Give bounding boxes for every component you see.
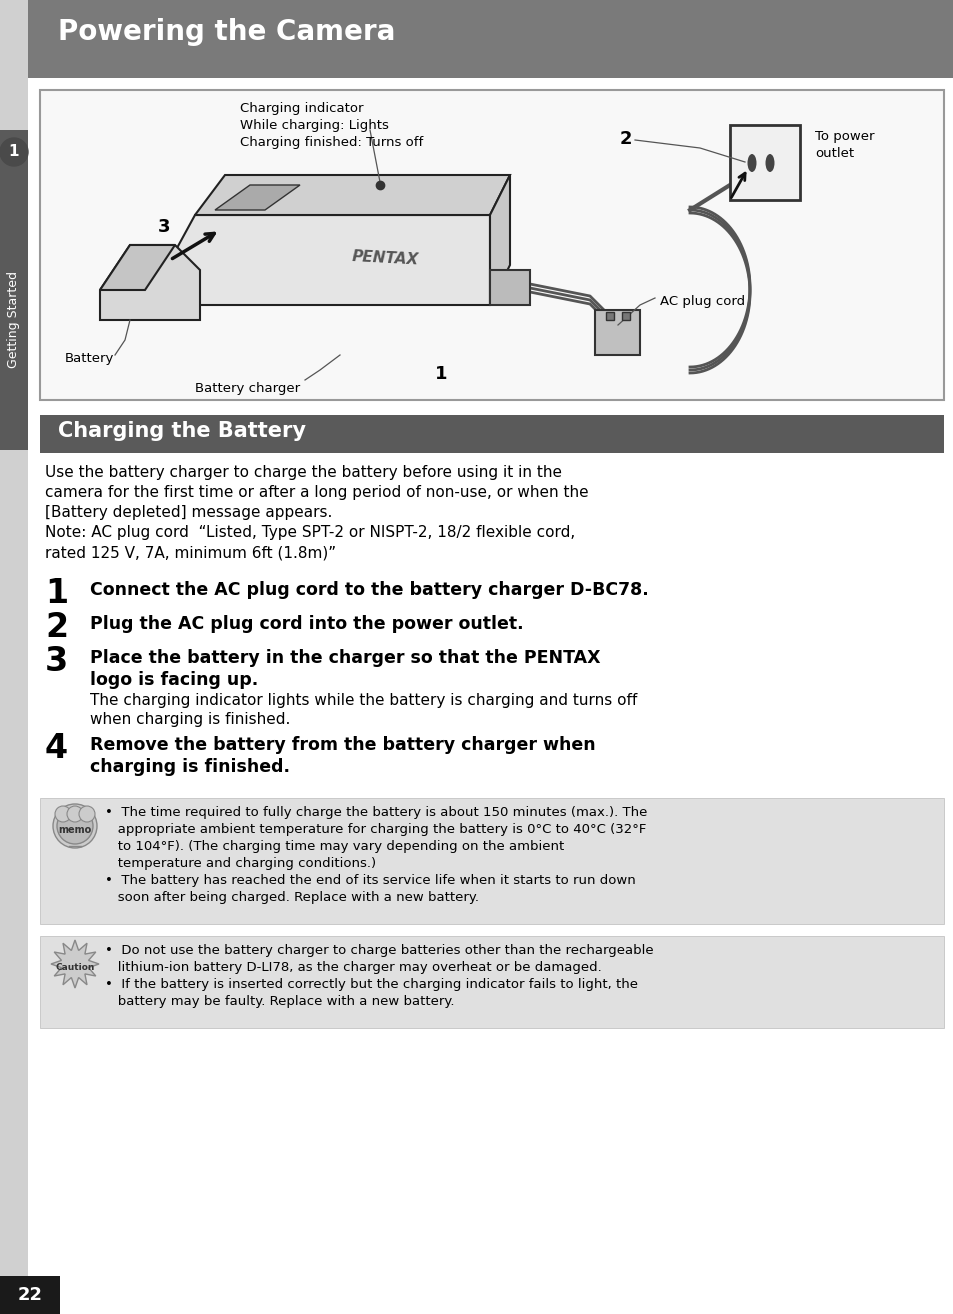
Polygon shape xyxy=(100,244,200,321)
Text: [Battery depleted] message appears.: [Battery depleted] message appears. xyxy=(45,505,332,520)
Text: battery may be faulty. Replace with a new battery.: battery may be faulty. Replace with a ne… xyxy=(105,995,454,1008)
Text: memo: memo xyxy=(58,825,91,834)
Text: lithium-ion battery D-LI78, as the charger may overheat or be damaged.: lithium-ion battery D-LI78, as the charg… xyxy=(105,961,601,974)
Circle shape xyxy=(53,804,97,848)
Text: Plug the AC plug cord into the power outlet.: Plug the AC plug cord into the power out… xyxy=(90,615,523,633)
Text: Remove the battery from the battery charger when: Remove the battery from the battery char… xyxy=(90,736,595,754)
Text: •  The battery has reached the end of its service life when it starts to run dow: • The battery has reached the end of its… xyxy=(105,874,635,887)
Text: •  The time required to fully charge the battery is about 150 minutes (max.). Th: • The time required to fully charge the … xyxy=(105,805,647,819)
Text: Powering the Camera: Powering the Camera xyxy=(58,18,395,46)
Text: Battery: Battery xyxy=(65,352,114,365)
Text: Use the battery charger to charge the battery before using it in the: Use the battery charger to charge the ba… xyxy=(45,465,561,480)
Circle shape xyxy=(0,138,28,166)
Circle shape xyxy=(79,805,95,823)
Ellipse shape xyxy=(747,154,756,172)
Text: 4: 4 xyxy=(45,732,68,765)
Text: 1: 1 xyxy=(435,365,447,382)
Text: temperature and charging conditions.): temperature and charging conditions.) xyxy=(105,857,375,870)
Text: rated 125 V, 7A, minimum 6ft (1.8m)”: rated 125 V, 7A, minimum 6ft (1.8m)” xyxy=(45,545,335,560)
Text: 3: 3 xyxy=(158,218,171,237)
Text: PENTAX: PENTAX xyxy=(351,248,418,267)
Bar xyxy=(28,0,953,78)
Polygon shape xyxy=(165,215,490,305)
Circle shape xyxy=(57,808,92,844)
Bar xyxy=(0,130,28,449)
Polygon shape xyxy=(490,175,510,305)
Bar xyxy=(40,936,943,1028)
Text: Note: AC plug cord  “Listed, Type SPT-2 or NISPT-2, 18/2 flexible cord,: Note: AC plug cord “Listed, Type SPT-2 o… xyxy=(45,526,575,540)
Bar xyxy=(40,89,943,399)
Text: Place the battery in the charger so that the PENTAX: Place the battery in the charger so that… xyxy=(90,649,599,668)
Text: Connect the AC plug cord to the battery charger D-BC78.: Connect the AC plug cord to the battery … xyxy=(90,581,648,599)
Text: 22: 22 xyxy=(17,1286,43,1303)
Polygon shape xyxy=(490,269,530,305)
Text: soon after being charged. Replace with a new battery.: soon after being charged. Replace with a… xyxy=(105,891,478,904)
Text: to 104°F). (The charging time may vary depending on the ambient: to 104°F). (The charging time may vary d… xyxy=(105,840,563,853)
Polygon shape xyxy=(595,310,639,355)
Text: Getting Started: Getting Started xyxy=(8,272,20,368)
Text: •  Do not use the battery charger to charge batteries other than the rechargeabl: • Do not use the battery charger to char… xyxy=(105,943,653,957)
Text: charging is finished.: charging is finished. xyxy=(90,758,290,777)
Circle shape xyxy=(67,805,83,823)
Bar xyxy=(40,415,943,453)
Polygon shape xyxy=(51,940,99,988)
Text: 2: 2 xyxy=(45,611,68,644)
Text: Charging indicator
While charging: Lights
Charging finished: Turns off: Charging indicator While charging: Light… xyxy=(240,102,423,148)
Polygon shape xyxy=(729,125,800,200)
Bar xyxy=(40,798,943,924)
Polygon shape xyxy=(194,175,510,215)
Text: 1: 1 xyxy=(9,145,19,159)
Text: The charging indicator lights while the battery is charging and turns off: The charging indicator lights while the … xyxy=(90,692,637,708)
Bar xyxy=(621,311,629,321)
Ellipse shape xyxy=(764,154,774,172)
Text: 3: 3 xyxy=(45,645,69,678)
Text: 1: 1 xyxy=(45,577,68,610)
Polygon shape xyxy=(100,244,174,290)
Text: 2: 2 xyxy=(619,130,632,148)
Text: Caution: Caution xyxy=(55,963,94,972)
Text: AC plug cord: AC plug cord xyxy=(659,296,744,307)
Text: To power
outlet: To power outlet xyxy=(814,130,874,160)
Circle shape xyxy=(55,805,71,823)
Text: appropriate ambient temperature for charging the battery is 0°C to 40°C (32°F: appropriate ambient temperature for char… xyxy=(105,823,646,836)
Text: Charging the Battery: Charging the Battery xyxy=(58,420,306,442)
Text: when charging is finished.: when charging is finished. xyxy=(90,712,290,727)
Text: •  If the battery is inserted correctly but the charging indicator fails to ligh: • If the battery is inserted correctly b… xyxy=(105,978,638,991)
Text: Battery charger: Battery charger xyxy=(194,382,300,396)
Text: logo is facing up.: logo is facing up. xyxy=(90,671,258,689)
Bar xyxy=(605,311,614,321)
Bar xyxy=(0,1276,60,1314)
Bar xyxy=(0,0,28,1314)
Text: camera for the first time or after a long period of non-use, or when the: camera for the first time or after a lon… xyxy=(45,485,588,501)
Polygon shape xyxy=(214,185,299,210)
